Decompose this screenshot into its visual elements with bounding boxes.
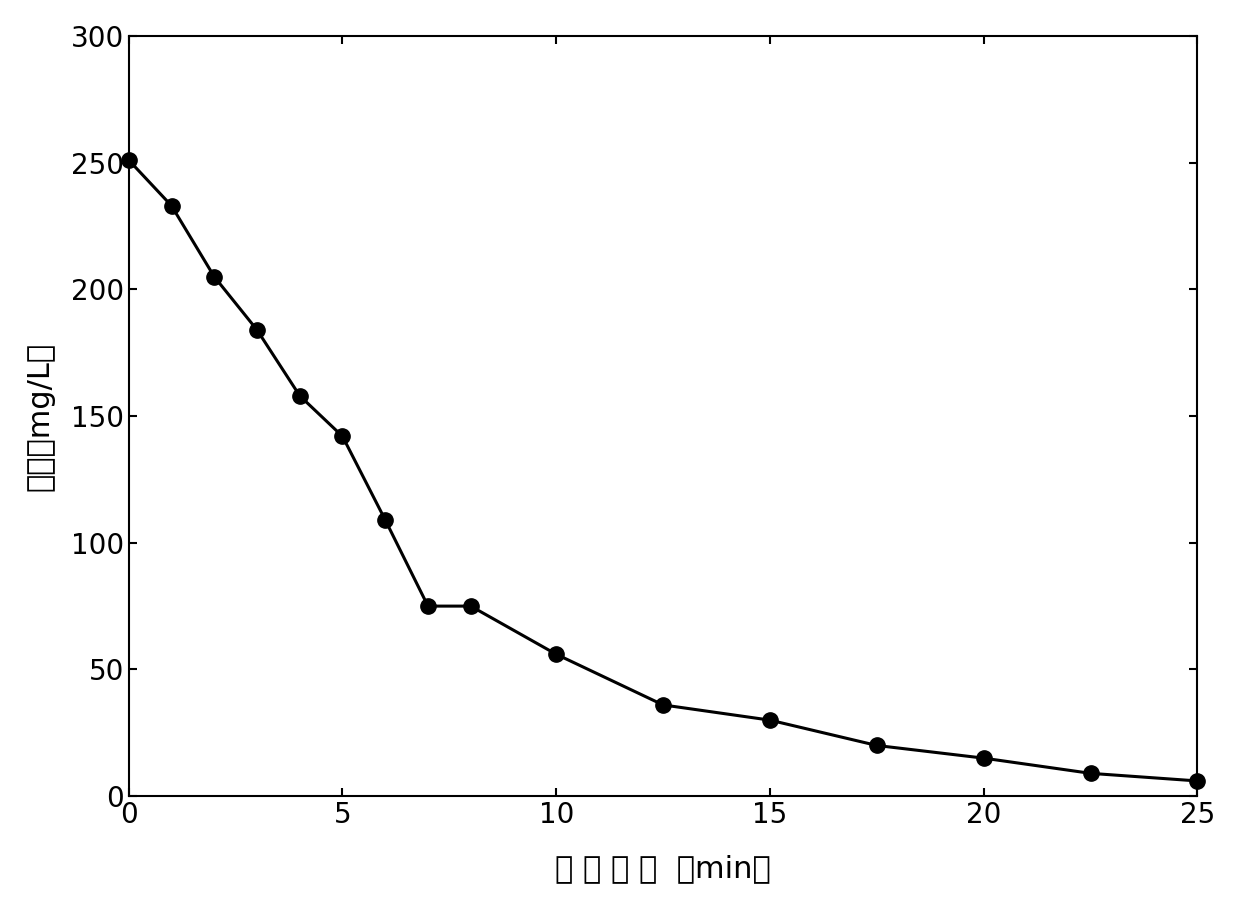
X-axis label: 降 解 时 间  （min）: 降 解 时 间 （min） <box>556 854 771 883</box>
Y-axis label: 浓度（mg/L）: 浓度（mg/L） <box>25 341 55 490</box>
